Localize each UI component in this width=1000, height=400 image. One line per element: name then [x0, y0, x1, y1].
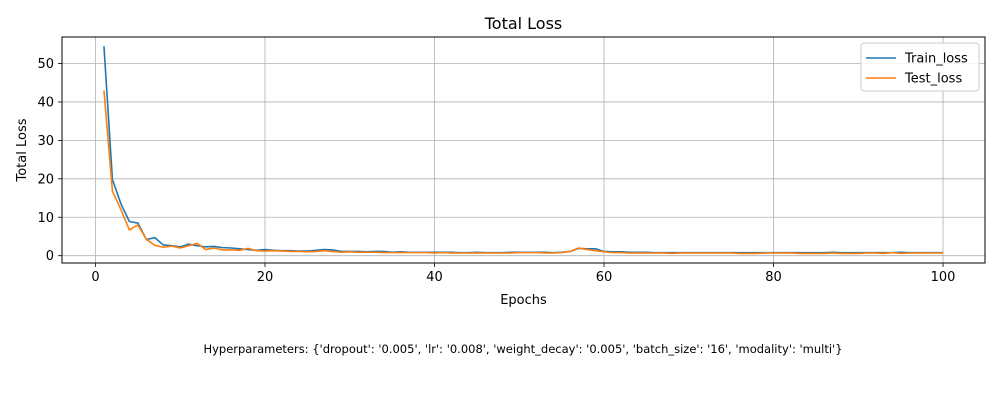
- y-tick-label: 20: [37, 172, 54, 187]
- hyperparameters-caption: Hyperparameters: {'dropout': '0.005', 'l…: [203, 342, 843, 356]
- x-tick-label: 40: [426, 270, 443, 285]
- series-lines: [103, 46, 944, 255]
- legend: Train_loss Test_loss: [860, 42, 980, 92]
- y-tick-label: 40: [37, 95, 54, 110]
- x-tick-label: 20: [257, 270, 274, 285]
- grid-lines: [62, 37, 985, 263]
- x-tick-label: 60: [596, 270, 613, 285]
- chart-title: Total Loss: [484, 14, 563, 33]
- x-tick-label: 80: [765, 270, 782, 285]
- legend-box: [860, 42, 980, 92]
- y-tick-label: 30: [37, 134, 54, 149]
- y-axis-label: Total Loss: [15, 118, 30, 182]
- y-axis-ticks: 0 10 20 30 40 50: [37, 57, 62, 264]
- legend-label-train: Train_loss: [904, 52, 968, 67]
- y-tick-label: 10: [37, 211, 54, 226]
- x-axis-label: Epochs: [500, 293, 547, 308]
- x-tick-label: 100: [931, 270, 956, 285]
- legend-label-test: Test_loss: [904, 72, 962, 87]
- y-tick-label: 50: [37, 57, 54, 72]
- series-line-test-loss: [103, 90, 944, 255]
- series-line-train-loss: [103, 46, 944, 254]
- y-tick-label: 0: [46, 249, 54, 264]
- x-tick-label: 0: [91, 270, 99, 285]
- plot-frame: [61, 36, 986, 264]
- x-axis-ticks: 0 20 40 60 80 100: [91, 263, 955, 285]
